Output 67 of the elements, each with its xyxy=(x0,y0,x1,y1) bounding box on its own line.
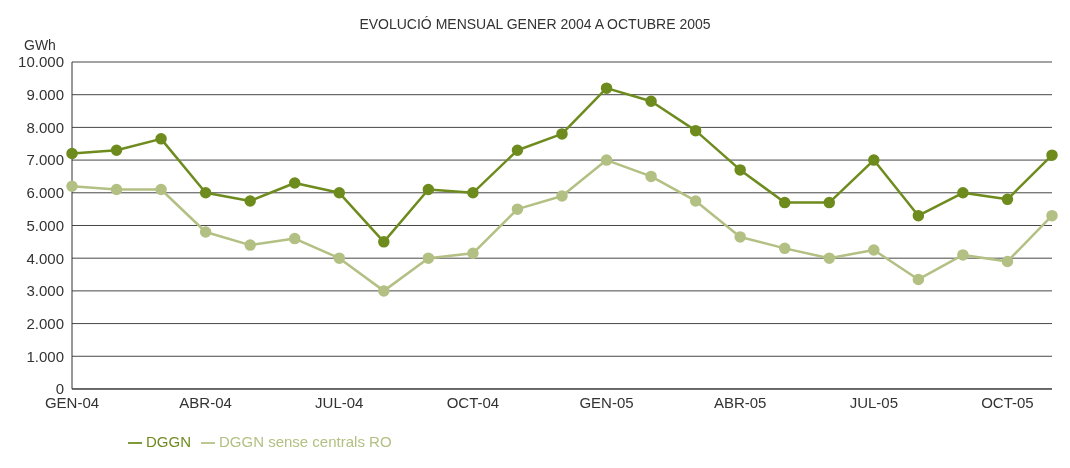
point xyxy=(422,183,435,196)
point xyxy=(957,249,969,261)
x-tick-label: ABR-05 xyxy=(713,393,767,411)
point xyxy=(734,231,746,243)
point xyxy=(467,187,479,199)
point xyxy=(778,242,791,255)
x-tick-label: GEN-05 xyxy=(579,393,634,411)
point xyxy=(645,95,657,107)
x-tick-label: ABR-04 xyxy=(179,393,232,411)
point xyxy=(912,209,925,222)
point xyxy=(556,128,568,140)
point xyxy=(333,252,346,264)
point xyxy=(600,154,613,166)
point xyxy=(155,183,167,196)
x-tick-label: OCT-04 xyxy=(446,393,500,411)
point xyxy=(288,177,301,189)
x-tick-label: JUL-05 xyxy=(849,393,898,411)
point xyxy=(1001,193,1014,206)
y-tick-label: 2.000 xyxy=(26,314,64,332)
y-tick-label: 3.000 xyxy=(26,282,64,300)
x-tick-label: OCT-05 xyxy=(981,393,1034,411)
point xyxy=(645,170,657,183)
point xyxy=(199,187,212,199)
point xyxy=(467,247,479,260)
legend-label: DGGN xyxy=(146,432,191,450)
chart-title: EVOLUCIÓ MENSUAL GENER 2004 A OCTUBRE 2005 xyxy=(358,16,712,32)
y-tick-label: 10.000 xyxy=(18,53,64,71)
point xyxy=(689,124,702,137)
point xyxy=(66,180,78,192)
point xyxy=(155,133,167,145)
y-tick-label: 5.000 xyxy=(26,216,64,234)
point xyxy=(734,164,746,176)
y-tick-label: 8.000 xyxy=(26,118,64,136)
y-tick-label: 1.000 xyxy=(26,347,64,365)
y-axis-title: GWh xyxy=(24,37,56,53)
point xyxy=(689,195,702,207)
point xyxy=(199,226,212,238)
point xyxy=(823,196,836,209)
point xyxy=(378,285,390,297)
point xyxy=(957,187,969,199)
point xyxy=(110,144,123,157)
point xyxy=(868,244,880,256)
point xyxy=(600,82,613,94)
point xyxy=(1046,209,1058,222)
point xyxy=(868,154,880,166)
y-tick-label: 9.000 xyxy=(26,86,64,104)
point xyxy=(1001,255,1014,268)
point xyxy=(244,239,256,251)
y-tick-label: 6.000 xyxy=(26,184,64,202)
point xyxy=(422,252,435,264)
point xyxy=(66,147,78,160)
point xyxy=(511,203,524,215)
point xyxy=(333,187,346,199)
point xyxy=(378,236,390,248)
point xyxy=(288,232,301,245)
y-tick-label: 7.000 xyxy=(26,151,64,169)
point xyxy=(511,144,524,157)
point xyxy=(823,252,836,264)
point xyxy=(244,195,256,207)
point xyxy=(778,196,791,209)
legend-label: DGGN sense centrals RO xyxy=(219,432,392,450)
x-tick-label: JUL-04 xyxy=(315,393,364,411)
point xyxy=(1046,149,1058,161)
point xyxy=(912,273,925,286)
point xyxy=(556,190,568,202)
y-tick-label: 4.000 xyxy=(26,249,64,267)
point xyxy=(110,183,123,196)
